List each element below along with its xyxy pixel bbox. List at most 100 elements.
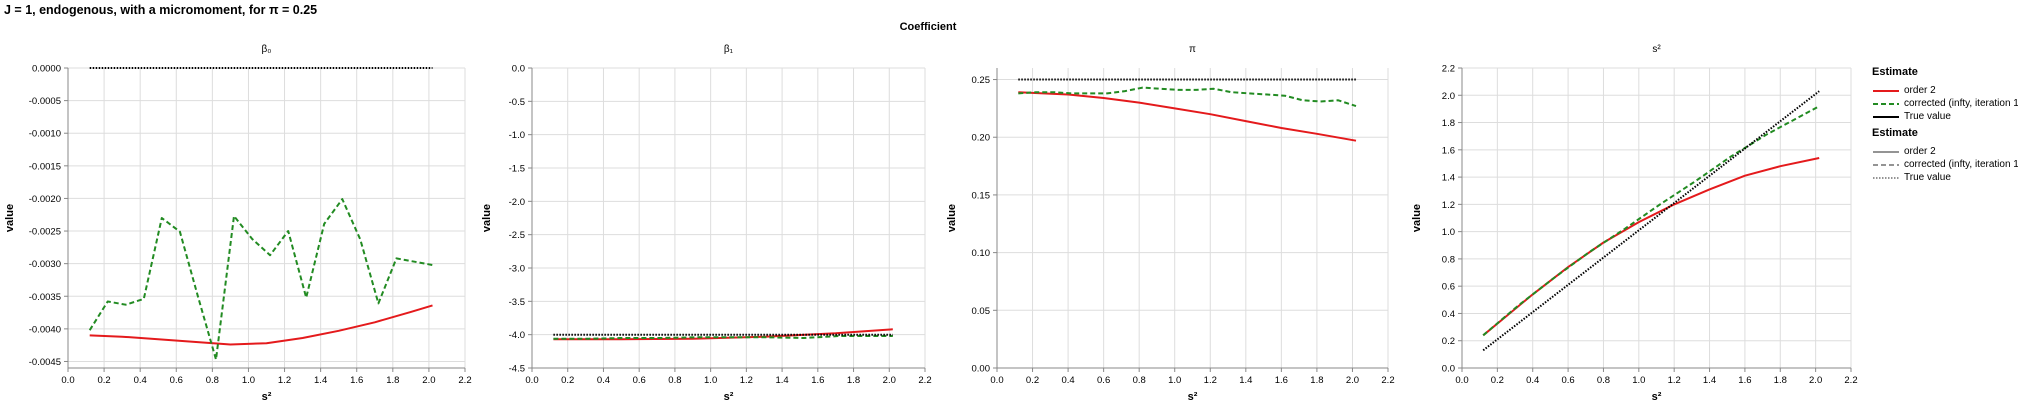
y-tick-label: 0.05 [972,306,991,317]
y-tick-label: 1.0 [1442,227,1455,238]
x-tick-label: 2.2 [918,375,931,386]
y-tick-label: -1.0 [509,130,525,141]
y-axis-title: value [481,204,493,232]
y-tick-label: -0.0045 [29,357,61,368]
legend-item-corrected: corrected (infty, iteration 1) [1872,97,2018,110]
y-tick-label: -2.0 [509,197,525,208]
legend-color-group: Estimate order 2 corrected (infty, itera… [1872,66,2018,123]
legend-label: corrected (infty, iteration 1) [1904,159,2018,170]
panel-title: β₀ [262,44,272,55]
y-tick-label: 1.8 [1442,118,1455,129]
x-tick-label: 1.4 [775,375,788,386]
legend-label: True value [1904,111,1951,122]
x-tick-label: 1.6 [1275,375,1288,386]
legend: Estimate order 2 corrected (infty, itera… [1872,66,2018,188]
x-tick-label: 0.8 [1597,375,1610,386]
x-tick-label: 1.6 [1738,375,1751,386]
x-tick-label: 1.0 [242,375,255,386]
legend-item-corrected-dash: corrected (infty, iteration 1) [1872,158,2018,171]
x-tick-label: 1.8 [1310,375,1323,386]
x-tick-label: 0.4 [1526,375,1539,386]
x-tick-label: 2.0 [1346,375,1359,386]
x-tick-label: 1.6 [350,375,363,386]
legend-label: True value [1904,172,1951,183]
x-tick-label: 2.0 [1809,375,1822,386]
legend-swatch [1873,102,1899,105]
x-tick-label: 0.0 [525,375,538,386]
y-tick-label: -3.5 [509,297,525,308]
series-line-corrected-infty-iteration-1- [88,198,433,361]
legend-swatch [1873,163,1899,166]
series-line-corrected-infty-iteration-1- [553,335,893,340]
x-tick-label: 0.6 [1097,375,1110,386]
x-tick-label: 1.4 [1239,375,1252,386]
series-line-order-2 [553,328,893,341]
legend-item-order-2-dash: order 2 [1872,145,2018,158]
x-tick-label: 0.4 [1061,375,1074,386]
x-tick-label: 0.6 [170,375,183,386]
y-tick-label: -0.0025 [29,227,61,238]
x-tick-label: 2.2 [1844,375,1857,386]
x-axis-title: s² [1652,391,1662,403]
series-line-order-2 [89,304,433,346]
y-tick-label: 0.0 [512,64,525,75]
y-tick-label: 1.4 [1442,173,1455,184]
x-tick-label: 1.2 [1204,375,1217,386]
legend-title: Estimate [1872,127,1918,139]
y-tick-label: 0.00 [972,364,991,375]
x-tick-label: 0.8 [1133,375,1146,386]
y-axis-title: value [1411,204,1423,232]
panel-title: s² [1652,44,1661,55]
y-tick-label: 1.2 [1442,200,1455,211]
legend-swatch [1873,115,1899,118]
y-tick-label: -4.5 [509,364,525,375]
y-tick-label: -2.5 [509,230,525,241]
y-tick-label: -1.5 [509,164,525,175]
x-tick-label: 0.4 [597,375,610,386]
y-tick-label: -0.0020 [29,194,61,205]
panel-title: β₁ [724,44,734,55]
x-tick-label: 2.0 [883,375,896,386]
y-axis-title: value [946,204,958,232]
y-tick-label: 0.4 [1442,309,1455,320]
x-tick-label: 1.2 [278,375,291,386]
x-tick-label: 1.4 [1703,375,1716,386]
x-tick-label: 0.2 [97,375,110,386]
y-tick-label: -0.0030 [29,259,61,270]
x-tick-label: 2.2 [1381,375,1394,386]
legend-item-order-2: order 2 [1872,84,2018,97]
x-tick-label: 0.4 [134,375,147,386]
y-axis-title: value [4,204,16,232]
y-tick-label: -0.0040 [29,324,61,335]
x-tick-label: 0.6 [1561,375,1574,386]
y-tick-label: -4.0 [509,330,525,341]
y-tick-label: -0.0015 [29,161,61,172]
y-tick-label: 0.25 [972,75,991,86]
series-line-corrected-infty-iteration-1- [1018,86,1357,108]
panel-title: π [1189,44,1196,55]
x-tick-label: 1.8 [386,375,399,386]
series-line-true-value [1482,90,1820,352]
x-tick-label: 1.8 [847,375,860,386]
chart-panel-1: 0.0 0.2 0.4 0.6 0.8 1.0 1.2 1.4 1.6 1.8 2.0 2.2 0.00… [4,44,472,403]
x-axis-title: s² [262,391,272,403]
legend-label: order 2 [1904,85,1936,96]
x-tick-label: 0.8 [206,375,219,386]
x-tick-label: 0.8 [668,375,681,386]
y-tick-label: 0.15 [972,190,991,201]
x-tick-label: 1.0 [704,375,717,386]
y-tick-label: 0.10 [972,248,991,259]
y-tick-label: -0.0010 [29,129,61,140]
y-tick-label: 1.6 [1442,145,1455,156]
legend-dash-group: Estimate order 2 corrected (infty, itera… [1872,127,2018,184]
x-tick-label: 1.6 [811,375,824,386]
x-tick-label: 1.0 [1168,375,1181,386]
legend-swatch [1873,89,1899,92]
x-tick-label: 2.0 [422,375,435,386]
legend-swatch [1873,150,1899,153]
y-tick-label: 0.20 [972,133,991,144]
legend-title: Estimate [1872,66,1918,78]
x-tick-label: 0.0 [61,375,74,386]
y-tick-label: -0.5 [509,97,525,108]
